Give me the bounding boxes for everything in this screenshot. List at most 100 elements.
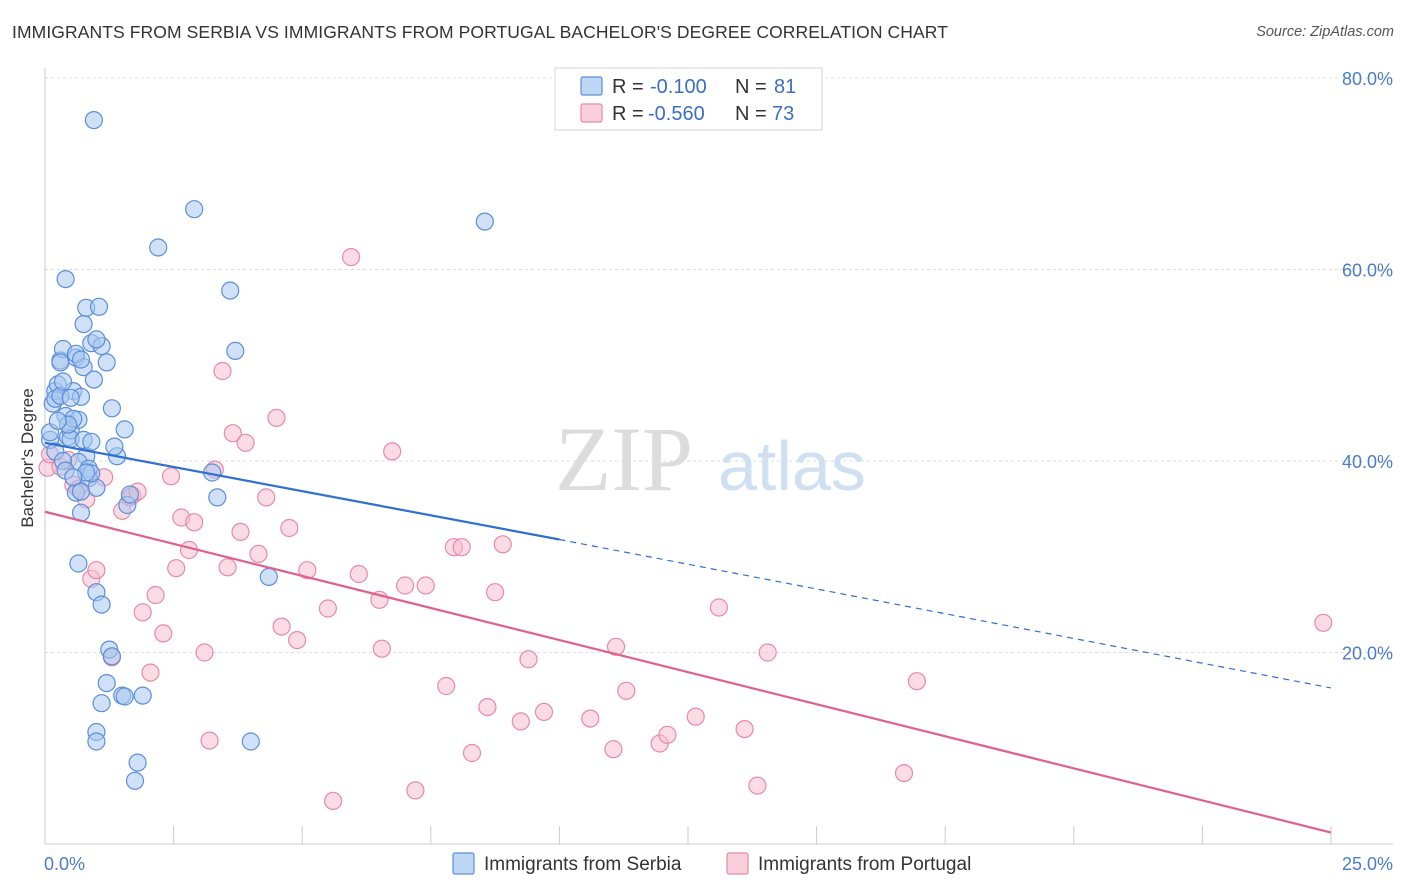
portugal-point-51 [452,538,471,557]
portugal-point-48 [416,576,435,595]
portugal-point-15 [133,603,152,622]
serbia-point-31 [74,315,93,334]
serbia-point-35 [84,110,104,130]
serbia-point-60 [125,771,145,790]
serbia-point-55 [87,732,106,751]
portugal-point-25 [200,731,219,750]
portugal-point-27 [213,361,232,381]
serbia-trend-line [44,441,560,541]
portugal-point-65 [686,707,705,726]
portugal-r-label: R = [612,103,644,125]
serbia-point-45 [69,554,88,573]
portugal-r-value: -0.560 [648,103,705,125]
watermark-zip: ZIP [555,408,693,510]
serbia-point-63 [149,238,168,257]
portugal-point-70 [894,763,914,783]
portugal-point-44 [372,639,391,658]
portugal-point-69 [758,643,777,662]
serbia-point-30 [71,350,91,369]
portugal-point-32 [249,544,268,564]
serbia-point-17 [84,370,104,389]
portugal-point-18 [154,624,173,643]
serbia-point-79 [82,432,101,451]
portugal-point-20 [167,559,186,578]
y-tick-label-3: 80.0% [1342,69,1393,89]
serbia-trend-extension [559,538,1332,689]
serbia-point-51 [102,647,122,666]
serbia-point-37 [89,297,109,316]
portugal-trend-line [44,510,1332,834]
stats-legend: R = -0.100 N = 81 R = -0.560 N = 73 [554,67,823,131]
portugal-point-58 [534,702,554,722]
y-axis-label: Bachelor's Degree [18,388,37,527]
serbia-point-59 [120,485,139,504]
watermark: ZIP atlas [555,408,866,510]
serbia-point-64 [185,200,204,219]
portugal-point-68 [748,776,767,795]
portugal-point-33 [257,488,276,507]
portugal-point-52 [462,743,482,763]
legend-portugal-swatch [726,852,749,875]
portugal-point-40 [324,791,343,811]
portugal-point-53 [478,697,497,717]
serbia-point-74 [48,411,68,430]
serbia-point-36 [87,330,106,349]
serbia-point-57 [115,687,134,706]
serbia-point-26 [53,372,73,391]
serbia-point-62 [133,686,152,705]
portugal-point-37 [288,630,307,650]
x-tick-label-1: 25.0% [1342,854,1393,874]
serbia-point-21 [102,399,122,418]
serbia-swatch [580,76,603,96]
portugal-point-57 [519,650,538,669]
portugal-point-19 [161,467,181,486]
portugal-point-29 [223,424,242,443]
portugal-point-49 [437,676,456,696]
portugal-point-46 [396,576,415,595]
serbia-point-49 [92,595,111,614]
portugal-point-47 [406,781,425,800]
portugal-point-35 [272,617,291,636]
source-label: Source: ZipAtlas.com [1256,24,1394,40]
x-tick-label-0: 0.0% [44,854,85,874]
portugal-point-72 [1314,613,1333,632]
legend-portugal-label: Immigrants from Portugal [758,854,971,875]
serbia-point-61 [128,753,147,772]
serbia-point-80 [105,437,124,456]
portugal-n-value: 73 [772,103,794,125]
portugal-point-45 [383,442,402,461]
grid-lines [45,77,1393,653]
portugal-point-16 [141,663,160,682]
legend-serbia-label: Immigrants from Serbia [484,854,682,875]
serbia-r-label: R = [612,76,644,98]
x-tick-labels: 0.0% 25.0% [44,854,1393,874]
portugal-point-36 [280,518,299,538]
serbia-point-77 [64,468,83,487]
portugal-point-38 [298,561,317,580]
portugal-point-8 [87,561,106,580]
serbia-point-39 [51,353,70,372]
serbia-point-27 [61,388,80,407]
portugal-point-17 [146,585,165,605]
serbia-point-53 [92,694,111,713]
trend-lines [44,441,1332,834]
portugal-point-67 [735,719,754,739]
serbia-point-52 [97,673,116,693]
portugal-point-24 [195,643,214,662]
serbia-n-value: 81 [774,76,796,98]
serbia-point-68 [226,341,245,360]
y-tick-label-0: 20.0% [1342,644,1393,664]
legend-serbia-swatch [452,852,475,875]
y-tick-label-2: 60.0% [1342,261,1393,281]
watermark-atlas: atlas [718,427,866,505]
serbia-point-23 [115,420,134,439]
portugal-point-42 [349,564,368,584]
portugal-point-41 [342,248,361,267]
series-serbia-points [40,110,494,790]
portugal-point-71 [907,672,927,691]
portugal-point-62 [617,681,636,700]
portugal-point-31 [236,433,255,452]
serbia-point-71 [475,212,494,231]
y-tick-labels: 20.0% 40.0% 60.0% 80.0% [1342,69,1393,664]
